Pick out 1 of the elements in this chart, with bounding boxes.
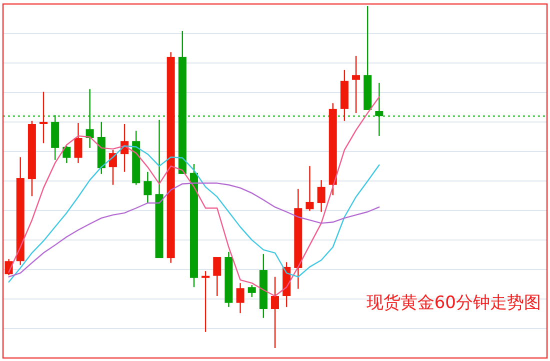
- annotation: 现货黄金60分钟走势图: [366, 293, 541, 313]
